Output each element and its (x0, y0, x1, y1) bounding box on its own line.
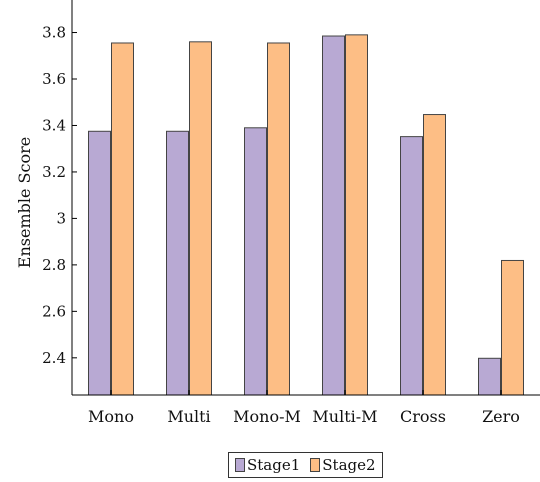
y-tick-label: 2.4 (42, 349, 66, 367)
y-ticks: 2.4 2.6 2.8 3 3.2 3.4 3.6 3.8 (42, 24, 77, 367)
y-tick-label: 2.6 (42, 302, 66, 320)
bar-stage2-mono (111, 42, 134, 396)
bar-stage1-multi (166, 130, 189, 396)
x-tick-label: Cross (400, 407, 446, 426)
legend-swatch-stage1 (235, 458, 245, 472)
y-tick-label: 3.4 (42, 116, 66, 134)
legend-item-stage1: Stage1 (235, 456, 300, 474)
bar-stage1-mono-m (244, 127, 267, 396)
legend-label-stage2: Stage2 (322, 456, 376, 474)
x-tick-label: Multi (167, 407, 210, 426)
y-tick-label: 3.6 (42, 70, 66, 88)
bar-stage2-multi-m (345, 34, 368, 396)
y-tick-label: 3.2 (42, 163, 66, 181)
bar-stage2-mono-m (267, 42, 290, 396)
bar-stage1-multi-m (322, 35, 345, 396)
bar-stage1-zero (478, 357, 501, 396)
x-tick-label: Mono (88, 407, 134, 426)
x-tick-label: Zero (482, 407, 520, 426)
bar-stage1-cross (400, 136, 423, 396)
legend: Stage1 Stage2 (228, 452, 383, 478)
bar-stage2-zero (501, 259, 524, 396)
x-tick-label: Mono-M (233, 407, 301, 426)
legend-label-stage1: Stage1 (247, 456, 301, 474)
y-tick-label: 2.8 (42, 256, 66, 274)
bars-layer (88, 34, 524, 396)
y-tick-label: 3 (56, 209, 66, 227)
y-tick-label: 3.8 (42, 24, 66, 42)
x-ticks: Mono Multi Mono-M Multi-M Cross Zero (88, 390, 520, 426)
bar-stage1-mono (88, 130, 111, 396)
x-tick-label: Multi-M (312, 407, 377, 426)
legend-item-stage2: Stage2 (310, 456, 376, 474)
y-axis-label: Ensemble Score (15, 137, 34, 268)
legend-swatch-stage2 (310, 458, 321, 472)
bar-stage2-multi (189, 41, 212, 396)
bar-stage2-cross (423, 114, 446, 396)
